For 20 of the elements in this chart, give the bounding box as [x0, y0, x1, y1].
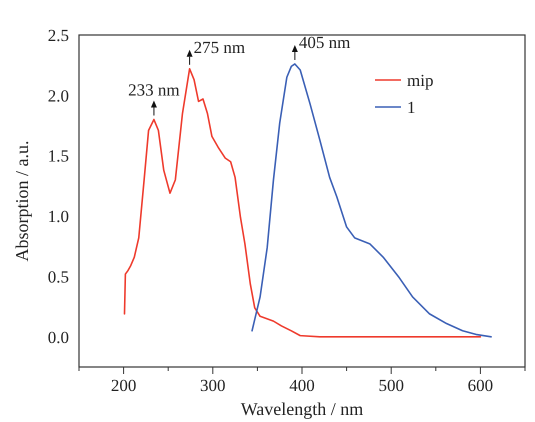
line-series	[251, 63, 492, 338]
y-axis-title: Absorption / a.u.	[12, 140, 32, 262]
legend-label: mip	[407, 70, 434, 90]
annotation: 405 nm	[298, 32, 350, 52]
text: 2.0	[48, 86, 69, 106]
x-tick-label: 500	[378, 376, 404, 395]
text: 1.0	[48, 207, 69, 226]
x-tick-label: 600	[468, 376, 494, 395]
annotation: 233 nm	[128, 80, 180, 100]
legend-label: 1	[407, 98, 416, 117]
line-series	[124, 68, 482, 338]
y-tick-label: 2.5	[48, 26, 69, 45]
x-tick-label: 400	[289, 376, 315, 395]
annotation: 275 nm	[194, 38, 246, 57]
x-axis-title: Wavelength / nm	[240, 399, 364, 419]
text: 0.0	[48, 328, 69, 347]
y-tick-label: 0.5	[48, 267, 69, 286]
x-tick-label: 300	[200, 376, 226, 395]
x-tick-label: 200	[110, 376, 136, 395]
y-tick-label: 1.5	[48, 146, 69, 166]
